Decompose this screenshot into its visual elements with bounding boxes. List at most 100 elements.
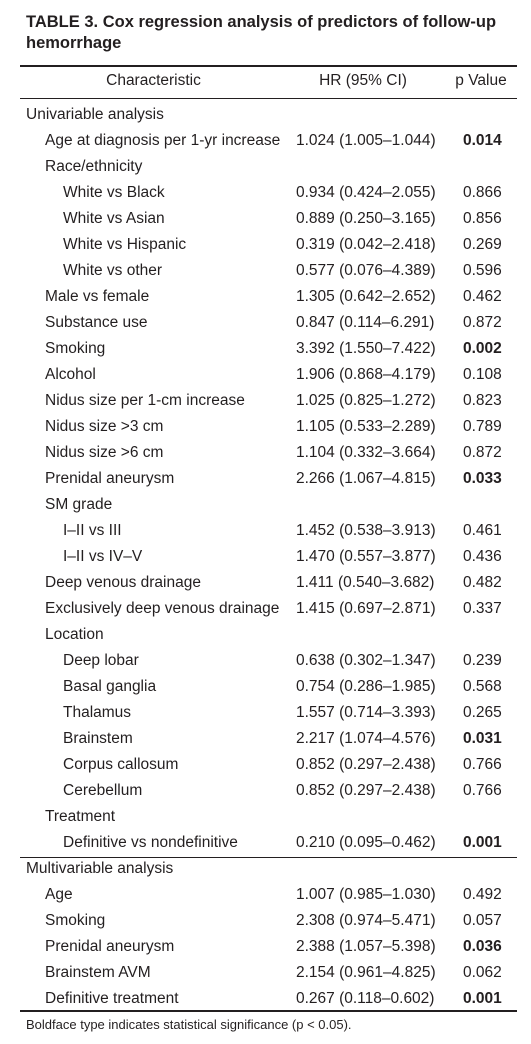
table-row: Prenidal aneurysm 2.266 (1.067–4.815) 0.03… bbox=[0, 466, 531, 492]
row-characteristic: I–II vs IV–V bbox=[63, 548, 143, 565]
header-characteristic: Characteristic bbox=[106, 72, 201, 89]
row-p-value: 0.108 bbox=[463, 366, 502, 383]
table-row: White vs other 0.577 (0.076–4.389) 0.596 bbox=[0, 258, 531, 284]
table-row: Male vs female 1.305 (0.642–2.652) 0.462 bbox=[0, 284, 531, 310]
row-characteristic: SM grade bbox=[45, 496, 113, 513]
row-hr: 1.415 (0.697–2.871) bbox=[296, 600, 436, 617]
table-row: Nidus size per 1-cm increase 1.025 (0.825… bbox=[0, 388, 531, 414]
row-p-value: 0.866 bbox=[463, 184, 502, 201]
table-row: Univariable analysis bbox=[0, 102, 531, 128]
row-hr: 2.388 (1.057–5.398) bbox=[296, 938, 436, 955]
table-row: Thalamus 1.557 (0.714–3.393) 0.265 bbox=[0, 700, 531, 726]
row-p-value: 0.057 bbox=[463, 912, 502, 929]
row-p-value: 0.492 bbox=[463, 886, 502, 903]
row-p-value: 0.036 bbox=[463, 938, 502, 955]
row-p-value: 0.568 bbox=[463, 678, 502, 695]
row-characteristic: White vs other bbox=[63, 262, 163, 279]
table-row: Alcohol 1.906 (0.868–4.179) 0.108 bbox=[0, 362, 531, 388]
row-p-value: 0.062 bbox=[463, 964, 502, 981]
table-row: White vs Hispanic 0.319 (0.042–2.418) 0.26… bbox=[0, 232, 531, 258]
row-characteristic: Treatment bbox=[45, 808, 116, 825]
row-characteristic: Brainstem AVM bbox=[45, 964, 151, 981]
row-characteristic: Definitive treatment bbox=[45, 990, 179, 1007]
row-hr: 1.007 (0.985–1.030) bbox=[296, 886, 436, 903]
table-row: White vs Black 0.934 (0.424–2.055) 0.866 bbox=[0, 180, 531, 206]
row-characteristic: Brainstem bbox=[63, 730, 133, 747]
row-characteristic: Male vs female bbox=[45, 288, 150, 305]
row-characteristic: Deep venous drainage bbox=[45, 574, 201, 591]
row-hr: 0.638 (0.302–1.347) bbox=[296, 652, 436, 669]
row-p-value: 0.482 bbox=[463, 574, 502, 591]
row-hr: 0.852 (0.297–2.438) bbox=[296, 756, 436, 773]
header-hr: HR (95% CI) bbox=[319, 72, 407, 89]
row-hr: 0.754 (0.286–1.985) bbox=[296, 678, 436, 695]
row-hr: 2.217 (1.074–4.576) bbox=[296, 730, 436, 747]
table-row: Substance use 0.847 (0.114–6.291) 0.872 bbox=[0, 310, 531, 336]
row-characteristic: Prenidal aneurysm bbox=[45, 470, 175, 487]
table-row: Definitive vs nondefinitive 0.210 (0.095–… bbox=[0, 830, 531, 856]
row-characteristic: Substance use bbox=[45, 314, 148, 331]
row-hr: 1.104 (0.332–3.664) bbox=[296, 444, 436, 461]
row-p-value: 0.001 bbox=[463, 990, 502, 1007]
row-p-value: 0.766 bbox=[463, 756, 502, 773]
header-p-value: p Value bbox=[455, 72, 507, 89]
row-hr: 1.470 (0.557–3.877) bbox=[296, 548, 436, 565]
row-characteristic: I–II vs III bbox=[63, 522, 122, 539]
row-p-value: 0.337 bbox=[463, 600, 502, 617]
table-top-rule bbox=[20, 65, 517, 67]
table-row: Nidus size >3 cm 1.105 (0.533–2.289) 0.789 bbox=[0, 414, 531, 440]
row-characteristic: Thalamus bbox=[63, 704, 132, 721]
row-p-value: 0.239 bbox=[463, 652, 502, 669]
row-characteristic: Multivariable analysis bbox=[26, 860, 174, 877]
row-characteristic: Nidus size >6 cm bbox=[45, 444, 164, 461]
row-p-value: 0.269 bbox=[463, 236, 502, 253]
table-row: Deep venous drainage 1.411 (0.540–3.682) 0… bbox=[0, 570, 531, 596]
row-characteristic: Nidus size per 1-cm increase bbox=[45, 392, 245, 409]
table-row: I–II vs III 1.452 (0.538–3.913) 0.461 bbox=[0, 518, 531, 544]
table-row: Race/ethnicity bbox=[0, 154, 531, 180]
section-divider-rule bbox=[20, 857, 517, 858]
row-characteristic: Basal ganglia bbox=[63, 678, 157, 695]
row-hr: 1.557 (0.714–3.393) bbox=[296, 704, 436, 721]
row-characteristic: Corpus callosum bbox=[63, 756, 179, 773]
table-row: Smoking 2.308 (0.974–5.471) 0.057 bbox=[0, 908, 531, 934]
row-characteristic: Location bbox=[45, 626, 104, 643]
table-row: Prenidal aneurysm 2.388 (1.057–5.398) 0.03… bbox=[0, 934, 531, 960]
row-p-value: 0.014 bbox=[463, 132, 502, 149]
row-characteristic: Prenidal aneurysm bbox=[45, 938, 175, 955]
row-p-value: 0.001 bbox=[463, 834, 502, 851]
row-characteristic: Age at diagnosis per 1-yr increase bbox=[45, 132, 281, 149]
table-row: Corpus callosum 0.852 (0.297–2.438) 0.766 bbox=[0, 752, 531, 778]
row-characteristic: Smoking bbox=[45, 912, 106, 929]
row-p-value: 0.856 bbox=[463, 210, 502, 227]
row-p-value: 0.872 bbox=[463, 314, 502, 331]
row-p-value: 0.461 bbox=[463, 522, 502, 539]
row-hr: 2.154 (0.961–4.825) bbox=[296, 964, 436, 981]
row-characteristic: Smoking bbox=[45, 340, 106, 357]
row-hr: 0.319 (0.042–2.418) bbox=[296, 236, 436, 253]
table-row: Age at diagnosis per 1-yr increase 1.024 … bbox=[0, 128, 531, 154]
table-row: SM grade bbox=[0, 492, 531, 518]
row-hr: 0.267 (0.118–0.602) bbox=[296, 990, 435, 1007]
row-p-value: 0.823 bbox=[463, 392, 502, 409]
row-hr: 2.308 (0.974–5.471) bbox=[296, 912, 436, 929]
row-hr: 0.852 (0.297–2.438) bbox=[296, 782, 436, 799]
row-characteristic: Exclusively deep venous drainage bbox=[45, 600, 280, 617]
row-hr: 1.105 (0.533–2.289) bbox=[296, 418, 436, 435]
row-p-value: 0.031 bbox=[463, 730, 502, 747]
table-row: Brainstem 2.217 (1.074–4.576) 0.031 bbox=[0, 726, 531, 752]
row-hr: 1.024 (1.005–1.044) bbox=[296, 132, 436, 149]
row-hr: 2.266 (1.067–4.815) bbox=[296, 470, 436, 487]
row-p-value: 0.033 bbox=[463, 470, 502, 487]
table-row: White vs Asian 0.889 (0.250–3.165) 0.856 bbox=[0, 206, 531, 232]
row-characteristic: Nidus size >3 cm bbox=[45, 418, 164, 435]
row-characteristic: White vs Black bbox=[63, 184, 165, 201]
row-characteristic: Univariable analysis bbox=[26, 106, 164, 123]
table-row: Age 1.007 (0.985–1.030) 0.492 bbox=[0, 882, 531, 908]
row-characteristic: Alcohol bbox=[45, 366, 96, 383]
row-hr: 1.025 (0.825–1.272) bbox=[296, 392, 436, 409]
row-characteristic: White vs Asian bbox=[63, 210, 165, 227]
row-p-value: 0.766 bbox=[463, 782, 502, 799]
row-hr: 0.577 (0.076–4.389) bbox=[296, 262, 436, 279]
table-header-row: Characteristic HR (95% CI) p Value bbox=[0, 68, 531, 94]
